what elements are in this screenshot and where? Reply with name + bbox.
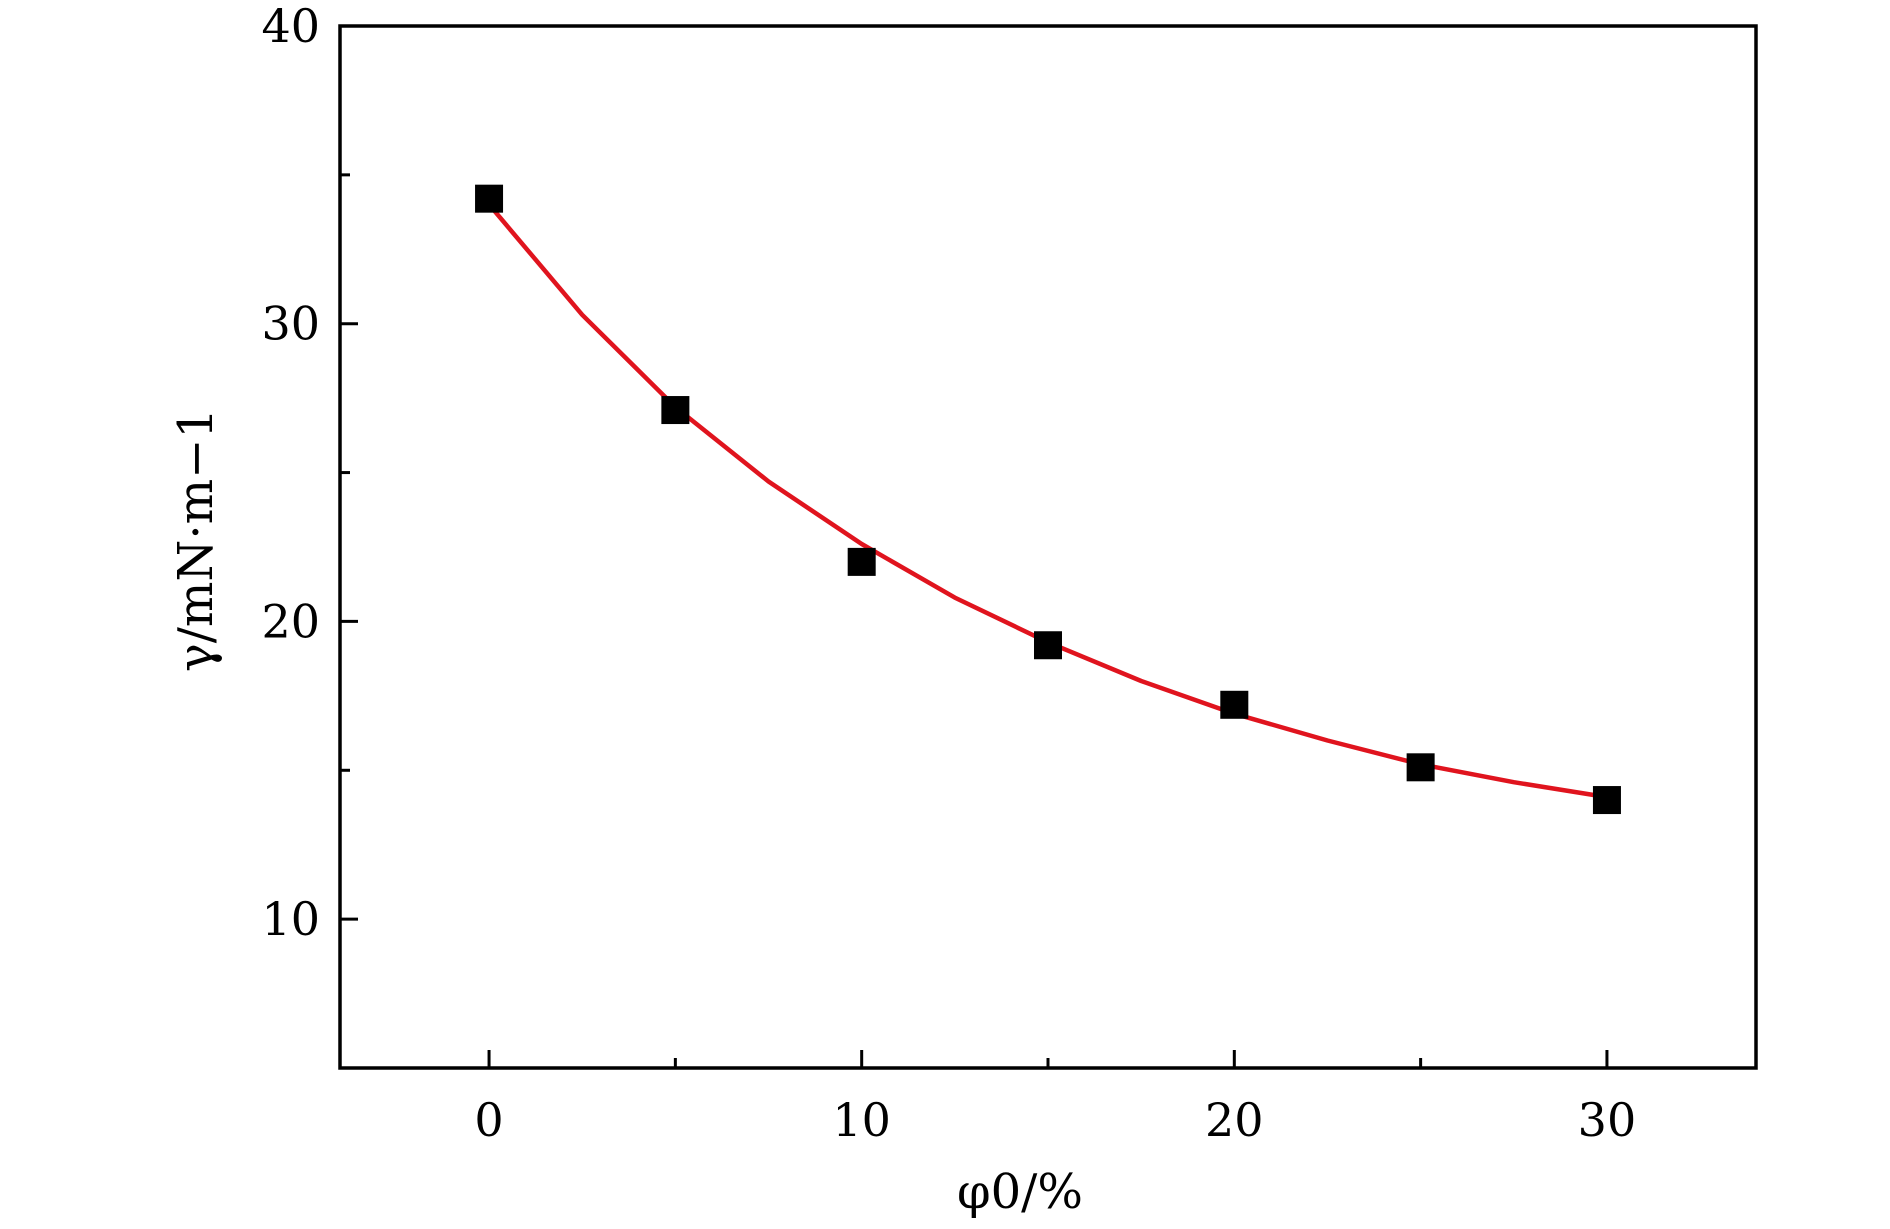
data-points [475,184,1621,815]
data-point [1406,753,1435,782]
y-tick-label: 10 [261,892,320,946]
data-point [661,396,690,425]
data-point [1592,786,1621,815]
x-tick-label: 30 [1578,1093,1637,1147]
fit-line-path [486,202,1610,800]
data-point [847,547,876,576]
plot-frame [338,24,1758,1070]
y-tick-label: 40 [261,0,320,53]
fit-curve [486,202,1610,800]
x-tick-label: 0 [474,1093,503,1147]
x-axis-label: φ0/% [957,1164,1083,1220]
x-tick-label: 10 [832,1093,891,1147]
plot-border [338,24,1758,1070]
tick-labels: 0 10 20 30 10 20 30 40 [261,0,1636,1147]
y-tick-label: 20 [261,594,320,648]
y-tick-label: 30 [261,297,320,351]
data-point [475,184,504,213]
x-tick-label: 20 [1205,1093,1264,1147]
data-point [1220,690,1249,719]
data-point [1034,631,1062,660]
axis-ticks [340,24,1609,1068]
y-axis-label: γ/mN·m−1 [168,408,224,672]
